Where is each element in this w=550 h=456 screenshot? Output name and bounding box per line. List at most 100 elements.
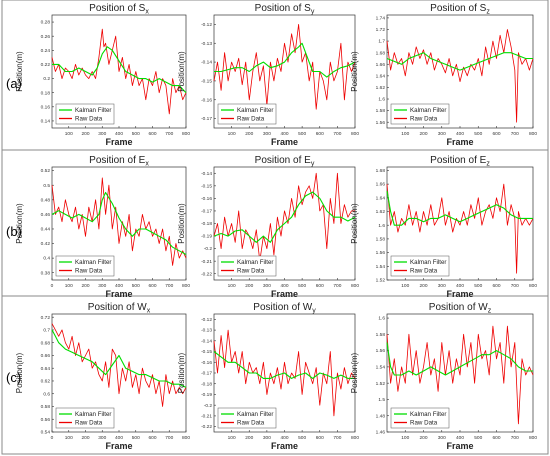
x-tick-label: 200: [245, 435, 253, 441]
y-tick-label: -0.19: [201, 392, 212, 398]
legend-entry: Kalman Filter: [410, 107, 446, 114]
legend-entry: Kalman Filter: [237, 107, 273, 114]
y-tick-label: 0.2: [43, 76, 50, 82]
y-tick-label: 0.48: [41, 197, 51, 203]
y-tick-label: -0.22: [201, 271, 212, 277]
x-tick-label: 100: [228, 435, 236, 441]
y-tick-label: 0.7: [43, 328, 50, 334]
subplot-title-text: Position of W: [429, 302, 488, 313]
x-tick-label: 100: [228, 283, 236, 289]
x-tick-label: 500: [132, 283, 140, 289]
y-tick-label: 0.28: [41, 20, 51, 26]
y-tick-label: 1.66: [376, 182, 386, 188]
y-tick-label: -0.2: [204, 246, 213, 252]
x-axis-label: Frame: [105, 137, 132, 147]
x-tick-label: 700: [511, 435, 519, 441]
x-tick-label: 700: [333, 283, 341, 289]
subplot-title-text: Position of W: [253, 302, 312, 313]
row-label-b: (b): [6, 224, 22, 239]
series-kalman-filter: [386, 52, 533, 71]
y-tick-label: 1.72: [376, 27, 386, 33]
y-tick-label: -0.19: [201, 234, 212, 240]
y-tick-label: 0.42: [41, 241, 51, 247]
y-tick-label: -0.18: [201, 381, 212, 387]
x-tick-label: 100: [401, 283, 409, 289]
subplot-title: Position of Wy: [253, 302, 316, 315]
x-tick-label: 600: [316, 283, 324, 289]
y-tick-label: 0.56: [41, 417, 51, 423]
x-tick-label: 400: [280, 435, 288, 441]
y-tick-label: -0.12: [201, 22, 212, 28]
x-tick-label: 500: [132, 131, 140, 137]
y-tick-label: 0.14: [41, 119, 51, 125]
row-frame: [1, 295, 549, 455]
x-tick-label: 500: [474, 283, 482, 289]
legend-entry: Raw Data: [237, 268, 265, 275]
x-tick-label: 800: [351, 131, 359, 137]
y-tick-label: 0.46: [41, 212, 51, 218]
x-tick-label: 400: [456, 131, 464, 137]
legend-entry: Raw Data: [410, 268, 438, 275]
x-tick-label: 200: [419, 131, 427, 137]
x-axis-label: Frame: [271, 137, 298, 147]
legend-entry: Raw Data: [75, 116, 103, 123]
subplot: Position of Ey Frame Position(m) 100 200 300 4…: [177, 155, 359, 299]
x-tick-label: 600: [316, 131, 324, 137]
series-raw-data: [386, 29, 534, 123]
y-tick-label: 1.52: [376, 381, 386, 387]
subplot-title-text: Position of E: [430, 155, 486, 166]
x-axis-label: Frame: [105, 441, 132, 451]
x-tick-label: 700: [165, 131, 173, 137]
y-tick-label: 1.6: [378, 97, 385, 103]
x-axis-label: Frame: [105, 289, 132, 299]
series-kalman-filter: [213, 191, 356, 243]
legend-entry: Raw Data: [410, 420, 438, 427]
series-kalman-filter: [51, 191, 187, 255]
y-tick-label: 1.6: [378, 316, 385, 322]
y-tick-label: 1.54: [376, 364, 386, 370]
legend-entry: Kalman Filter: [410, 259, 446, 266]
y-tick-label: -0.15: [201, 183, 212, 189]
subplot-title: Position of Sz: [430, 3, 490, 16]
y-tick-label: 0.54: [41, 430, 51, 436]
subplot-title: Position of Ez: [430, 155, 490, 168]
subplot-title-subscript: y: [311, 161, 315, 168]
legend-entry: Raw Data: [75, 268, 103, 275]
row-labels: (a) (b) (c): [6, 76, 22, 385]
y-tick-label: 1.64: [376, 195, 386, 201]
y-tick-label: 0.22: [41, 62, 51, 68]
x-tick-label: 200: [81, 435, 89, 441]
y-tick-label: -0.17: [201, 116, 212, 122]
x-tick-label: 800: [351, 283, 359, 289]
x-tick-label: 500: [474, 435, 482, 441]
legend-entry: Kalman Filter: [237, 411, 273, 418]
x-tick-label: 100: [401, 131, 409, 137]
subplot-title-text: Position of E: [89, 155, 145, 166]
y-tick-label: 1.68: [376, 168, 386, 174]
y-tick-label: 1.6: [378, 223, 385, 229]
y-tick-label: 0.68: [41, 340, 51, 346]
x-axis-label: Frame: [446, 289, 473, 299]
x-tick-label: 100: [401, 435, 409, 441]
y-tick-label: 0.6: [43, 391, 50, 397]
y-axis-label: Position(m): [15, 352, 24, 393]
series-raw-data: [386, 325, 534, 425]
subplot-title-text: Position of S: [430, 3, 486, 14]
y-tick-label: -0.15: [201, 349, 212, 355]
y-tick-label: -0.12: [201, 317, 212, 323]
series-raw-data: [213, 172, 355, 262]
series-kalman-filter: [386, 190, 533, 226]
y-tick-label: -0.14: [201, 60, 212, 66]
x-tick-label: 500: [298, 435, 306, 441]
legend-entry: Raw Data: [410, 116, 438, 123]
x-axis-label: Frame: [271, 289, 298, 299]
series-kalman-filter: [51, 329, 187, 388]
series-raw-data: [213, 23, 356, 110]
legend-entry: Kalman Filter: [410, 411, 446, 418]
subplot-title-text: Position of E: [255, 155, 311, 166]
y-tick-label: -0.16: [201, 360, 212, 366]
y-tick-label: -0.17: [201, 371, 212, 377]
legend-entry: Kalman Filter: [75, 259, 111, 266]
